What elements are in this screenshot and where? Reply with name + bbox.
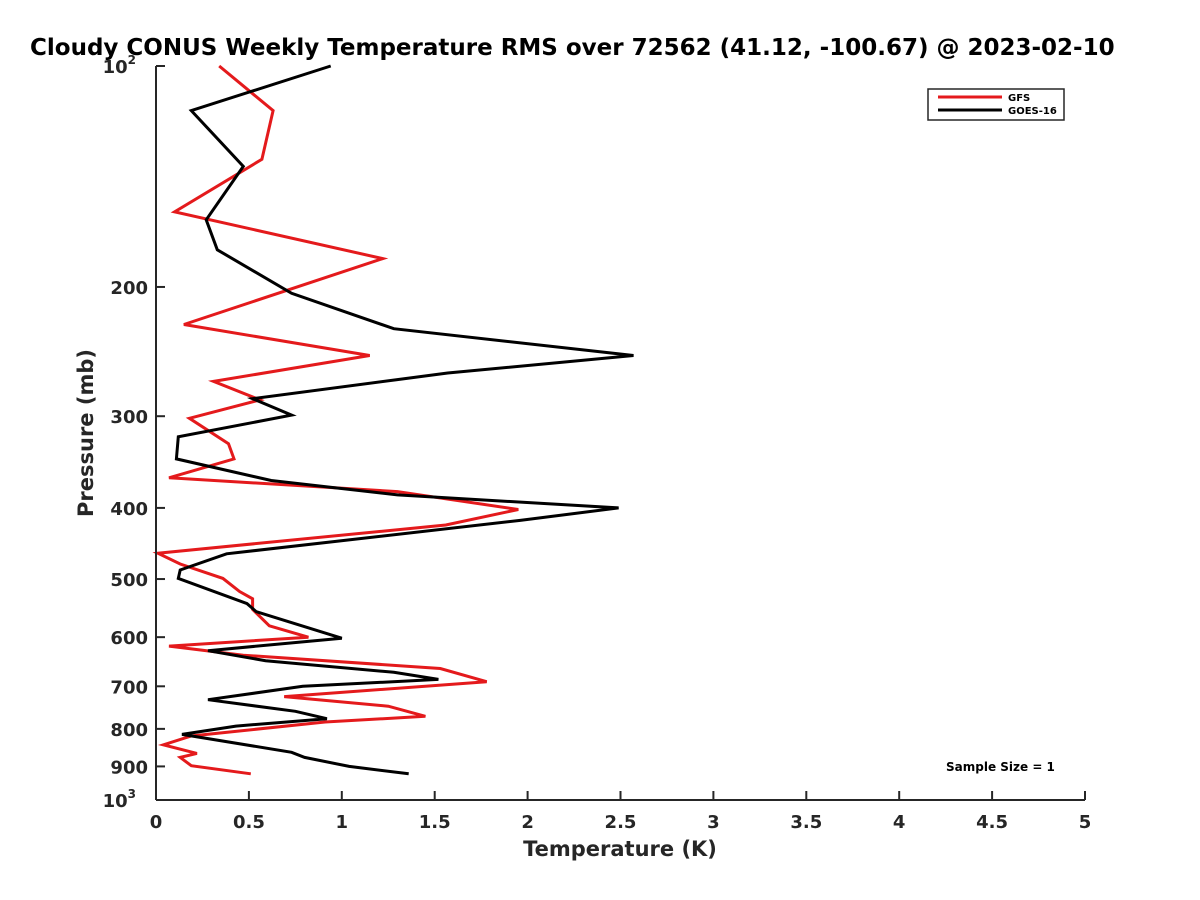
- legend-box: [927, 88, 1065, 121]
- x-tick-label: 0: [150, 812, 163, 833]
- legend-entry-label: GFS: [1008, 93, 1030, 104]
- x-tick-label: 2: [521, 812, 534, 833]
- x-tick-label: 0.5: [233, 812, 265, 833]
- series-line-goes-16: [174, 64, 634, 776]
- plot-area: [152, 64, 634, 776]
- x-tick-label: 3.5: [790, 812, 822, 833]
- series-line-gfs: [152, 64, 519, 776]
- x-tick-label: 2.5: [605, 812, 637, 833]
- y-tick-label: 700: [110, 677, 148, 698]
- y-tick-label: 200: [110, 278, 148, 299]
- legend: GFS GOES-16: [927, 88, 1065, 121]
- y-tick-label: 900: [110, 757, 148, 778]
- x-axis-label: Temperature (K): [523, 837, 717, 861]
- legend-entry-label: GOES-16: [1008, 106, 1057, 117]
- axes: 0 0.5 1 1.5 2 2.5 3 3.5 4 4.5 5 102 200 300 400 500 600 7…: [103, 53, 1092, 833]
- x-tick-label: 3: [707, 812, 720, 833]
- x-tick-label: 4.5: [976, 812, 1008, 833]
- y-tick-label: 800: [110, 720, 148, 741]
- y-tick-label: 400: [110, 499, 148, 520]
- y-tick-label: 103: [103, 787, 136, 812]
- y-tick-label: 600: [110, 628, 148, 649]
- x-tick-label: 1.5: [419, 812, 451, 833]
- sample-size-annotation: Sample Size = 1: [946, 760, 1055, 774]
- x-tick-label: 4: [893, 812, 906, 833]
- x-tick-label: 5: [1079, 812, 1092, 833]
- x-tick-label: 1: [336, 812, 349, 833]
- y-tick-label: 300: [110, 407, 148, 428]
- chart-title: Cloudy CONUS Weekly Temperature RMS over…: [30, 35, 1115, 61]
- y-tick-label: 500: [110, 570, 148, 591]
- y-tick-label: 102: [103, 53, 136, 78]
- y-axis-label: Pressure (mb): [74, 349, 98, 517]
